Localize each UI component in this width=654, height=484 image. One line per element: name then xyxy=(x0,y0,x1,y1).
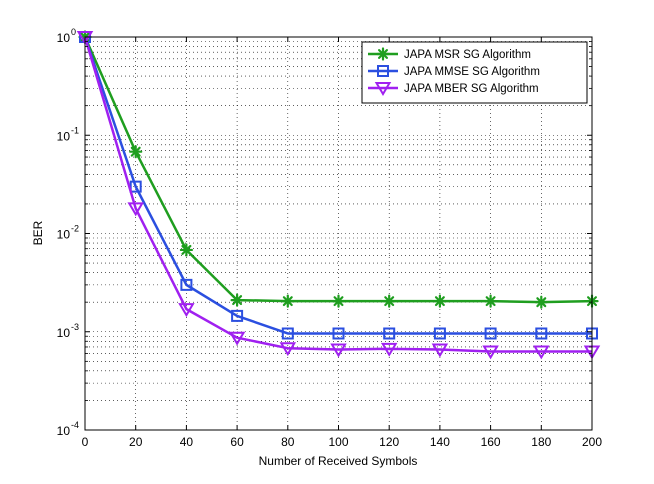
data-point-stroke xyxy=(130,146,141,157)
data-point xyxy=(330,343,347,358)
legend-entry-1: JAPA MSR SG Algorithm xyxy=(368,47,531,61)
x-axis-label: Number of Received Symbols xyxy=(259,454,418,468)
x-tick-label: 200 xyxy=(582,435,602,449)
data-point xyxy=(281,294,295,308)
x-tick-label: 140 xyxy=(430,435,450,449)
x-tick-label: 20 xyxy=(129,435,143,449)
data-point xyxy=(279,342,297,357)
series-3 xyxy=(76,31,601,360)
y-tick-label: 10 xyxy=(57,228,71,242)
legend-marker xyxy=(374,82,392,96)
data-point xyxy=(127,202,144,217)
data-point xyxy=(534,295,548,309)
data-point xyxy=(433,294,447,308)
legend-marker-stroke xyxy=(378,49,388,59)
data-point xyxy=(383,327,396,340)
data-point-stroke xyxy=(485,296,496,307)
data-point xyxy=(484,327,497,340)
x-tick-label: 160 xyxy=(481,435,501,449)
y-tick-label-exponent: -4 xyxy=(71,420,79,430)
series-line xyxy=(83,36,592,353)
data-point-stroke xyxy=(181,244,192,255)
y-tick-label: 10 xyxy=(57,326,71,340)
axis-ticks xyxy=(84,36,593,431)
data-point xyxy=(281,327,294,340)
y-tick-label: 10 xyxy=(57,31,71,45)
data-point xyxy=(484,294,498,308)
data-point xyxy=(230,293,244,307)
legend-entry-3: JAPA MBER SG Algorithm xyxy=(368,82,539,96)
y-tick-label-exponent: -2 xyxy=(71,224,79,234)
x-tick-label: 100 xyxy=(328,435,348,449)
series-line xyxy=(83,36,592,335)
legend-label: JAPA MMSE SG Algorithm xyxy=(404,66,540,78)
data-point xyxy=(535,327,548,340)
data-point xyxy=(129,145,143,159)
data-point-stroke xyxy=(536,297,547,308)
data-point xyxy=(382,294,396,308)
data-point xyxy=(180,278,193,291)
data-point xyxy=(179,243,193,257)
data-point-stroke xyxy=(282,296,293,307)
data-point-stroke xyxy=(434,296,445,307)
x-tick-label: 40 xyxy=(180,435,194,449)
data-point xyxy=(380,342,398,357)
data-point xyxy=(482,345,499,360)
legend: JAPA MSR SG Algorithm JAPA MMSE SG Algori… xyxy=(361,41,588,104)
legend-entry-2: JAPA MMSE SG Algorithm xyxy=(368,65,540,78)
x-tick-label: 0 xyxy=(82,435,89,449)
data-point-stroke xyxy=(232,295,243,306)
y-tick-label: 10 xyxy=(57,129,71,143)
data-point xyxy=(331,294,346,308)
data-point xyxy=(231,309,244,322)
legend-box xyxy=(361,41,588,104)
series-layer xyxy=(76,30,601,360)
grid xyxy=(85,37,592,430)
y-tick-label-exponent: 0 xyxy=(71,27,76,37)
x-tick-label: 80 xyxy=(281,435,295,449)
data-point xyxy=(332,327,345,340)
data-point-stroke xyxy=(384,296,395,307)
x-tick-label: 120 xyxy=(379,435,399,449)
data-point-stroke xyxy=(333,296,344,307)
legend-label: JAPA MSR SG Algorithm xyxy=(404,49,531,61)
y-tick-label: 10 xyxy=(57,424,71,438)
legend-marker xyxy=(377,65,389,77)
y-axis-label: BER xyxy=(31,220,45,245)
legend-marker xyxy=(376,47,390,61)
y-tick-label-exponent: -3 xyxy=(71,322,79,332)
legend-label: JAPA MBER SG Algorithm xyxy=(404,83,539,95)
series-2 xyxy=(79,31,598,340)
data-point xyxy=(533,345,550,360)
data-point xyxy=(129,180,142,193)
x-tick-label: 180 xyxy=(531,435,551,449)
data-point xyxy=(431,343,449,358)
y-tick-label-exponent: -1 xyxy=(71,125,79,135)
data-point xyxy=(433,327,446,340)
x-tick-label: 60 xyxy=(230,435,244,449)
data-point xyxy=(178,303,195,318)
data-point xyxy=(228,331,246,346)
